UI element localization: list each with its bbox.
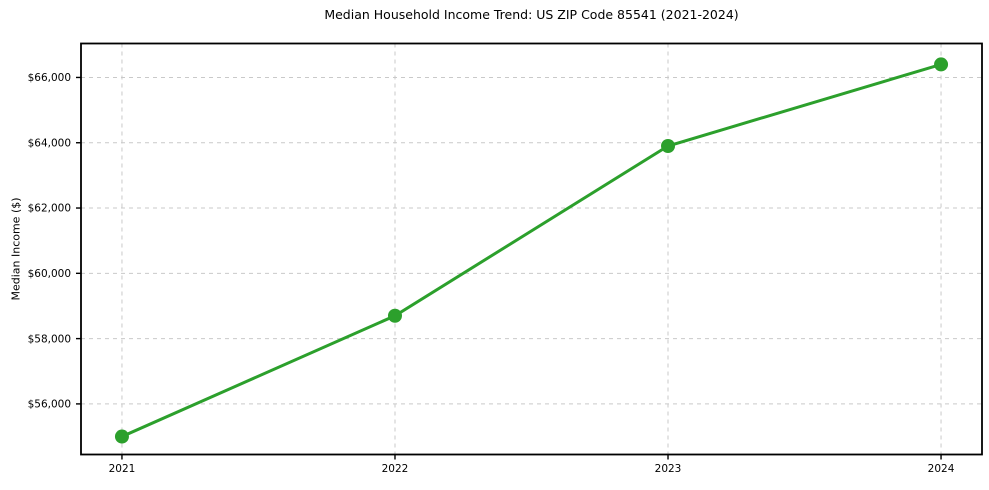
data-point-2023	[661, 139, 676, 154]
chart-title: Median Household Income Trend: US ZIP Co…	[324, 7, 739, 22]
x-tick-label: 2021	[109, 463, 136, 475]
data-point-2021	[114, 429, 129, 444]
x-tick-label: 2022	[382, 463, 409, 475]
x-tick-label: 2023	[655, 463, 682, 475]
data-point-2024	[934, 57, 949, 72]
income-trend-line	[120, 62, 943, 439]
x-tick-label: 2024	[928, 463, 955, 475]
plot-border	[80, 42, 983, 456]
y-tick-label: $64,000	[28, 137, 71, 149]
y-tick-label: $60,000	[28, 268, 71, 280]
y-tick-label: $58,000	[28, 333, 71, 345]
y-axis-title: Median Income ($)	[9, 197, 23, 301]
data-point-2022	[387, 308, 402, 323]
y-tick-label: $62,000	[28, 203, 71, 215]
y-tick-label: $56,000	[28, 399, 71, 411]
y-tick-label: $66,000	[28, 72, 71, 84]
